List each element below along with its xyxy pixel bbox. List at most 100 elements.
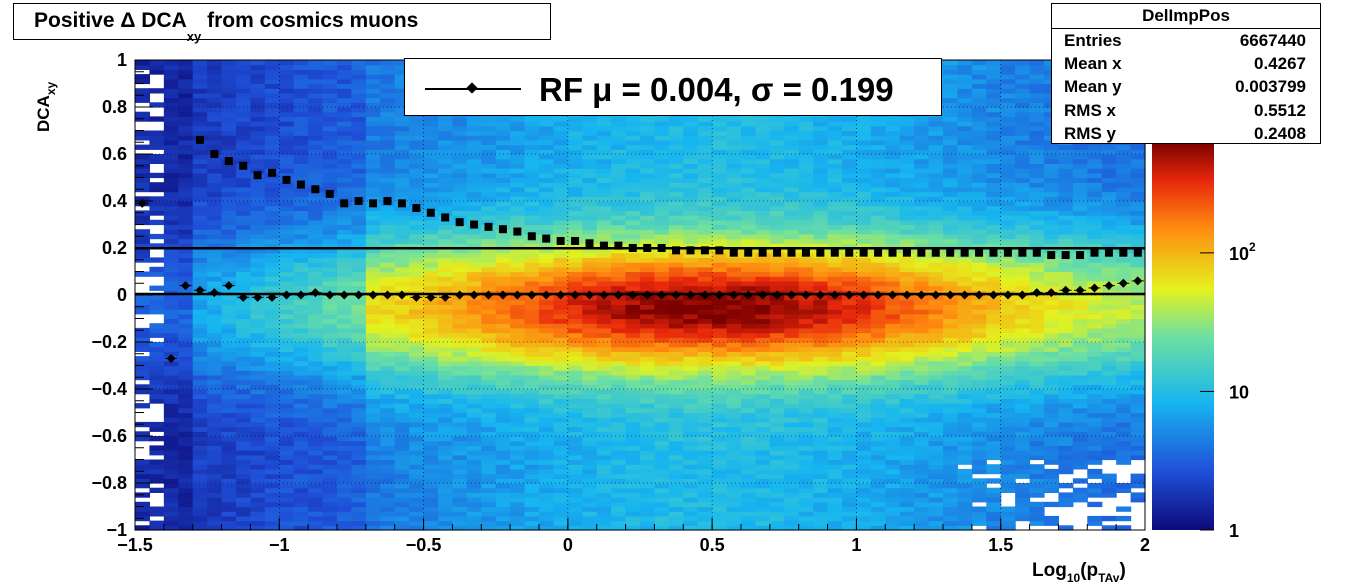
- heatmap-cell: [264, 60, 280, 66]
- heatmap-cell: [409, 506, 425, 512]
- heatmap-cell: [380, 233, 396, 240]
- heatmap-cell: [524, 337, 540, 343]
- heatmap-cell: [842, 313, 858, 320]
- heatmap-cell: [394, 299, 410, 305]
- heatmap-cell: [539, 483, 555, 489]
- heatmap-cell: [524, 342, 540, 348]
- heatmap-cell: [596, 389, 612, 395]
- heatmap-cell: [351, 83, 367, 89]
- heatmap-cell: [697, 304, 713, 310]
- heatmap-cell: [842, 393, 858, 399]
- heatmap-cell: [423, 478, 439, 484]
- heatmap-cell: [842, 478, 858, 484]
- heatmap-cell: [683, 501, 699, 508]
- heatmap-cell: [827, 238, 843, 244]
- heatmap-cell: [596, 186, 612, 193]
- heatmap-cell: [279, 327, 295, 334]
- heatmap-cell: [567, 327, 583, 334]
- heatmap-cell: [221, 107, 237, 113]
- heatmap-cell: [322, 182, 338, 188]
- heatmap-cell: [192, 299, 208, 305]
- heatmap-cell: [466, 182, 482, 188]
- heatmap-cell: [394, 421, 410, 428]
- heatmap-cell: [668, 309, 684, 315]
- heatmap-cell: [813, 243, 829, 249]
- heatmap-cell: [481, 196, 497, 202]
- heatmap-cell: [640, 497, 656, 503]
- heatmap-cell: [611, 130, 627, 136]
- heatmap-cell: [741, 154, 757, 160]
- heatmap-cell: [640, 492, 656, 498]
- heatmap-cell: [279, 436, 295, 442]
- heatmap-cell: [668, 116, 684, 122]
- heatmap-cell: [279, 309, 295, 315]
- heatmap-cell: [697, 323, 713, 329]
- heatmap-cell: [308, 464, 324, 470]
- heatmap-cell: [250, 154, 266, 160]
- heatmap-cell: [423, 243, 439, 249]
- heatmap-cell: [553, 360, 569, 367]
- heatmap-cell: [539, 248, 555, 254]
- heatmap-cell: [640, 473, 656, 479]
- heatmap-cell: [423, 454, 439, 461]
- heatmap-cell: [308, 130, 324, 136]
- heatmap-cell: [322, 525, 338, 531]
- heatmap-cell: [365, 88, 381, 94]
- heatmap-cell: [207, 280, 223, 287]
- heatmap-cell: [163, 464, 179, 470]
- heatmap-cell: [207, 285, 223, 291]
- heatmap-cell: [495, 248, 511, 254]
- heatmap-cell: [149, 346, 165, 352]
- heatmap-cell: [293, 511, 309, 517]
- heatmap-cell: [279, 464, 295, 470]
- heatmap-cell: [293, 313, 309, 320]
- heatmap-cell: [625, 285, 641, 291]
- heatmap-cell: [293, 186, 309, 193]
- heatmap-cell: [567, 360, 583, 367]
- heatmap-cell: [726, 327, 742, 334]
- heatmap-cell: [668, 332, 684, 338]
- heatmap-cell: [827, 356, 843, 362]
- heatmap-cell: [755, 511, 771, 517]
- heatmap-cell: [178, 252, 194, 258]
- heatmap-cell: [351, 520, 367, 526]
- heatmap-cell: [784, 459, 800, 465]
- heatmap-cell: [279, 412, 295, 418]
- heatmap-cell: [495, 515, 511, 522]
- heatmap-cell: [236, 327, 252, 334]
- heatmap-cell: [192, 111, 208, 117]
- heatmap-cell: [380, 248, 396, 254]
- heatmap-cell: [308, 497, 324, 503]
- heatmap-cell: [423, 271, 439, 277]
- heatmap-cell: [827, 403, 843, 409]
- heatmap-cell: [539, 304, 555, 310]
- heatmap-cell: [279, 92, 295, 99]
- heatmap-cell: [452, 313, 468, 320]
- heatmap-cell: [582, 219, 598, 226]
- heatmap-cell: [279, 417, 295, 423]
- heatmap-cell: [279, 403, 295, 409]
- heatmap-cell: [192, 177, 208, 183]
- heatmap-cell: [250, 158, 266, 164]
- heatmap-cell: [683, 201, 699, 207]
- heatmap-cell: [856, 266, 872, 273]
- heatmap-cell: [582, 384, 598, 390]
- heatmap-cell: [337, 389, 353, 395]
- heatmap-cell: [813, 497, 829, 503]
- heatmap-cell: [409, 271, 425, 277]
- heatmap-cell: [163, 313, 179, 320]
- heatmap-cell: [192, 92, 208, 99]
- heatmap-cell: [178, 210, 194, 216]
- heatmap-cell: [856, 393, 872, 399]
- heatmap-cell: [250, 205, 266, 211]
- heatmap-cell: [337, 266, 353, 273]
- heatmap-cell: [279, 445, 295, 451]
- heatmap-cell: [712, 356, 728, 362]
- heatmap-cell: [236, 440, 252, 446]
- heatmap-cell: [524, 374, 540, 381]
- heatmap-cell: [264, 417, 280, 423]
- heatmap-cell: [236, 421, 252, 428]
- heatmap-cell: [322, 276, 338, 282]
- heatmap-cell: [567, 219, 583, 226]
- heatmap-cell: [582, 351, 598, 357]
